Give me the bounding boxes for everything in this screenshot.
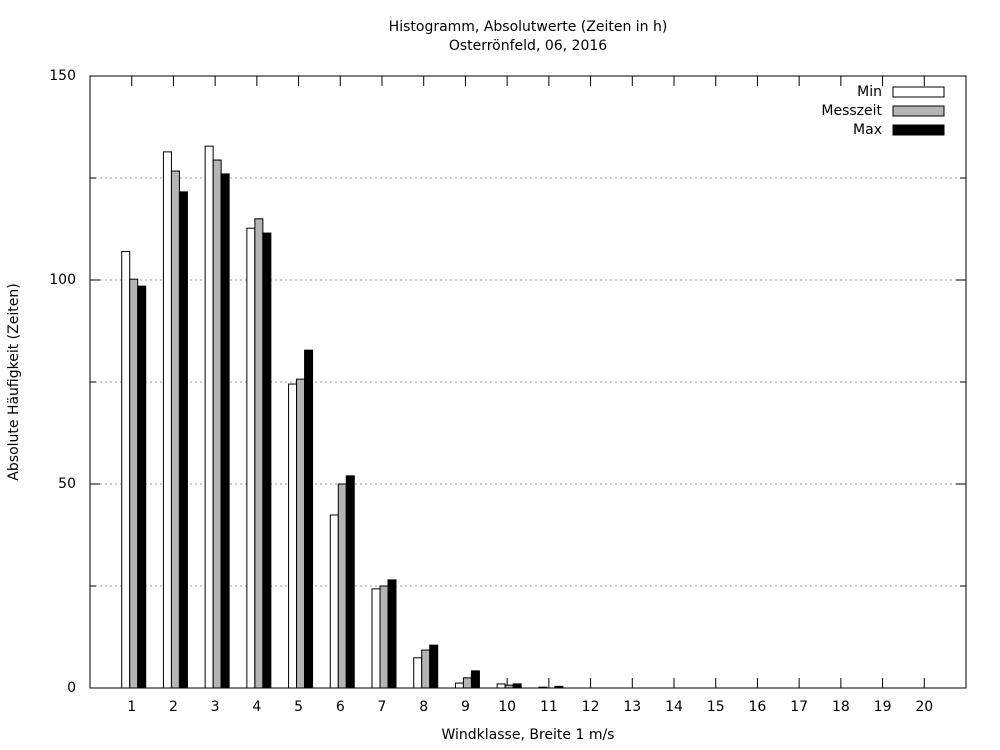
legend-swatch [892,124,945,136]
bar [288,383,298,689]
x-tick-label: 9 [461,699,470,715]
plot-frame [89,75,967,689]
x-tick-label: 20 [915,699,933,715]
x-tick-label: 18 [832,699,850,715]
bar [371,588,381,689]
bar [379,585,389,689]
y-tick-label: 50 [58,476,76,492]
bar [496,683,506,689]
bar [254,218,264,689]
bar [162,151,172,689]
bar [387,579,397,689]
x-tick-label: 13 [623,699,641,715]
bar [462,677,472,689]
bar [220,173,230,689]
legend-swatch [892,86,945,98]
bar [304,349,314,689]
bar [129,278,139,689]
y-tick-label: 150 [49,68,76,84]
y-axis-label: Absolute Häufigkeit (Zeiten) [6,283,22,480]
x-tick-label: 8 [419,699,428,715]
bar [178,191,188,689]
bar [337,483,347,689]
bar [470,670,480,689]
y-tick-label: 0 [67,680,76,696]
bar [212,159,222,689]
bar [121,250,131,689]
legend-label: Max [853,122,882,138]
chart-title: Histogramm, Absolutwerte (Zeiten in h) [389,19,668,35]
y-tick-label: 100 [49,272,76,288]
bar [137,285,147,689]
bar [413,657,423,689]
bar [512,683,522,689]
x-tick-label: 19 [874,699,892,715]
bar [421,649,431,689]
x-tick-label: 7 [378,699,387,715]
legend-label: Min [857,84,882,100]
x-tick-label: 4 [252,699,261,715]
bar [246,227,256,689]
x-tick-label: 5 [294,699,303,715]
x-tick-label: 12 [582,699,600,715]
bar [296,378,306,689]
legend-swatch [892,105,945,117]
bar [204,145,214,689]
bar [329,514,339,689]
x-axis-label: Windklasse, Breite 1 m/s [442,727,615,743]
x-tick-label: 10 [498,699,516,715]
bar [170,170,180,689]
bar [345,475,355,689]
legend-label: Messzeit [821,103,882,119]
x-tick-label: 14 [665,699,683,715]
x-tick-label: 15 [707,699,725,715]
x-tick-label: 11 [540,699,558,715]
bar [429,644,439,689]
bar [262,232,272,689]
x-tick-label: 6 [336,699,345,715]
x-tick-label: 16 [749,699,767,715]
bar [454,682,464,689]
x-tick-label: 17 [790,699,808,715]
x-tick-label: 1 [127,699,136,715]
chart-subtitle: Osterrönfeld, 06, 2016 [449,38,607,54]
x-tick-label: 2 [169,699,178,715]
x-tick-label: 3 [211,699,220,715]
